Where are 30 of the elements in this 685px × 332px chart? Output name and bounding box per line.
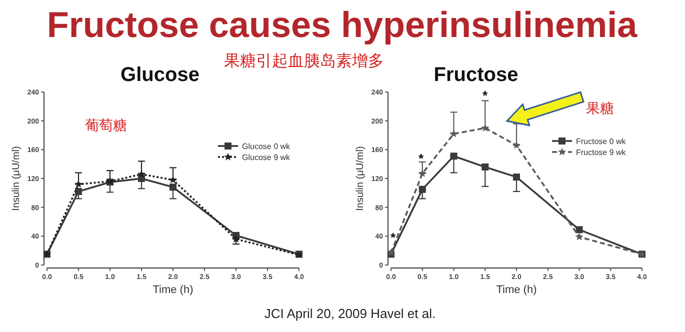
point (232, 234, 240, 242)
x-axis-title: Time (h) (496, 284, 537, 296)
point (513, 174, 520, 181)
point (170, 184, 176, 191)
annotation: * (482, 88, 488, 103)
point (450, 152, 458, 160)
legend-label: Fructose 9 wk (576, 148, 627, 157)
point (576, 226, 583, 234)
chart-title: Glucose (120, 64, 200, 86)
legend-label: Fructose 0 wk (576, 137, 627, 146)
y-axis-title: Insulin (μU/ml) (355, 146, 366, 211)
text: 果糖引起血胰岛素增多 (224, 52, 384, 70)
legend-label: Glucose 9 wk (242, 153, 292, 162)
point (75, 188, 82, 195)
text: JCI April 20, 2009 Havel et al. (264, 306, 436, 321)
annotation: * (390, 230, 396, 245)
legend-label: Glucose 0 wk (242, 142, 292, 151)
annotation: 果糖 (586, 100, 614, 116)
text: Fructose causes hyperinsulinemia (46, 4, 638, 45)
x-axis-title: Time (h) (152, 284, 194, 296)
point (575, 232, 584, 240)
annotation: 葡萄糖 (85, 117, 127, 133)
point (418, 186, 426, 193)
point (482, 163, 489, 170)
point (418, 169, 426, 177)
point (450, 130, 458, 138)
y-axis-title: Insulin (μU/ml) (11, 146, 22, 211)
point (481, 124, 490, 132)
chart-title: Fructose (434, 64, 518, 86)
annotation: * (418, 151, 424, 166)
